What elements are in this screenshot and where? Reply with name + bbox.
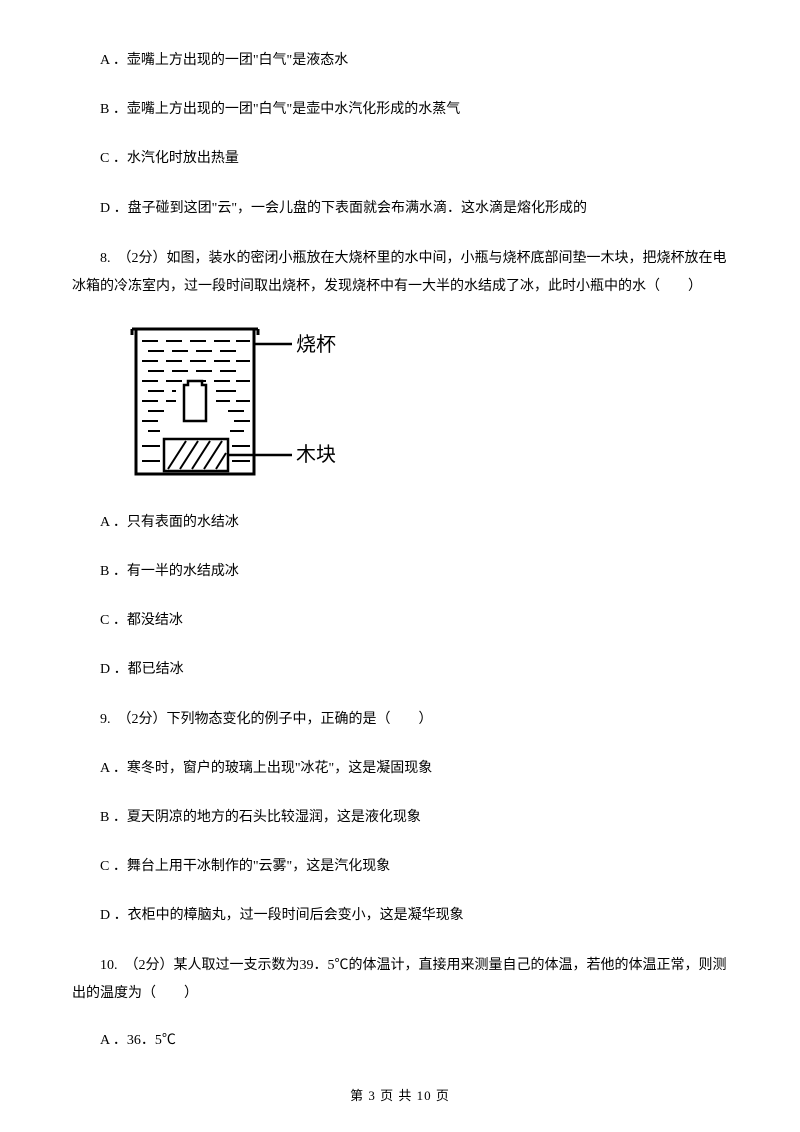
q9-option-c: C ．舞台上用干冰制作的"云雾"，这是汽化现象 <box>72 854 728 879</box>
beaker-diagram-icon: 烧杯 木块 <box>128 321 348 486</box>
q10-stem: 10. （2分）某人取过一支示数为39．5℃的体温计，直接用来测量自己的体温，若… <box>72 952 728 1008</box>
q7-option-d: D ．盘子碰到这团"云"，一会儿盘的下表面就会布满水滴．这水滴是熔化形成的 <box>72 196 728 221</box>
q7-option-b: B ．壶嘴上方出现的一团"白气"是壶中水汽化形成的水蒸气 <box>72 97 728 122</box>
q7-option-a: A ．壶嘴上方出现的一团"白气"是液态水 <box>72 48 728 73</box>
q9-stem: 9. （2分）下列物态变化的例子中，正确的是（ ） <box>72 707 728 732</box>
diagram-label-wood: 木块 <box>296 443 336 466</box>
q8-option-b: B ．有一半的水结成冰 <box>72 559 728 584</box>
q9-option-b: B ．夏天阴凉的地方的石头比较湿润，这是液化现象 <box>72 805 728 830</box>
page-footer: 第 3 页 共 10 页 <box>0 1085 800 1104</box>
q8-option-d: D ．都已结冰 <box>72 657 728 682</box>
q7-option-c: C ．水汽化时放出热量 <box>72 146 728 171</box>
q10-option-a: A ．36．5℃ <box>72 1028 728 1053</box>
q8-diagram: 烧杯 木块 <box>128 321 728 486</box>
q9-option-a: A ．寒冬时，窗户的玻璃上出现"冰花"，这是凝固现象 <box>72 756 728 781</box>
q8-option-c: C ．都没结冰 <box>72 608 728 633</box>
diagram-label-beaker: 烧杯 <box>296 333 336 356</box>
q9-option-d: D ．衣柜中的樟脑丸，过一段时间后会变小，这是凝华现象 <box>72 903 728 928</box>
q8-option-a: A ．只有表面的水结冰 <box>72 510 728 535</box>
q8-stem: 8. （2分）如图，装水的密闭小瓶放在大烧杯里的水中间，小瓶与烧杯底部间垫一木块… <box>72 245 728 301</box>
